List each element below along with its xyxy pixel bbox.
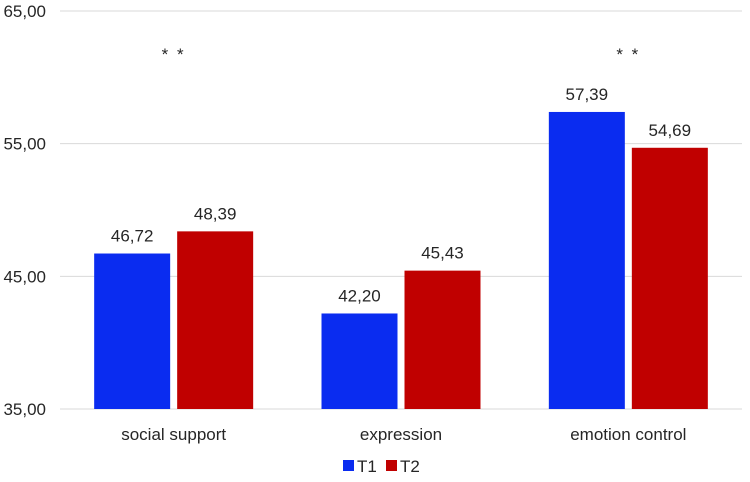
bar-t2 bbox=[631, 147, 708, 409]
data-label: 42,20 bbox=[338, 286, 381, 305]
bar-t1 bbox=[321, 313, 398, 409]
gridlines bbox=[60, 10, 742, 410]
legend: T1 T2 bbox=[343, 457, 420, 476]
y-axis-ticks: 35,00 45,00 55,00 65,00 bbox=[3, 2, 46, 419]
significance-marker: * * bbox=[162, 45, 186, 64]
category-label: emotion control bbox=[570, 425, 686, 444]
legend-label: T2 bbox=[400, 457, 420, 476]
data-label: 48,39 bbox=[194, 204, 237, 223]
bar-t2 bbox=[404, 270, 481, 409]
legend-swatch-t1 bbox=[343, 460, 354, 471]
bar-t1 bbox=[94, 253, 171, 409]
category-labels: social support expression emotion control bbox=[121, 425, 686, 444]
data-label: 46,72 bbox=[111, 227, 154, 246]
data-labels: 46,72 48,39 42,20 45,43 57,39 54,69 bbox=[111, 85, 691, 306]
category-label: expression bbox=[360, 425, 442, 444]
bar-t1 bbox=[548, 111, 625, 409]
data-label: 54,69 bbox=[649, 121, 692, 140]
y-tick-label: 35,00 bbox=[3, 400, 46, 419]
legend-swatch-t2 bbox=[386, 460, 397, 471]
data-label: 45,43 bbox=[421, 244, 464, 263]
bar-t2 bbox=[177, 231, 254, 409]
bars bbox=[94, 111, 708, 409]
y-tick-label: 65,00 bbox=[3, 2, 46, 21]
data-label: 57,39 bbox=[566, 85, 609, 104]
significance-marker: * * bbox=[616, 45, 640, 64]
legend-label: T1 bbox=[357, 457, 377, 476]
category-label: social support bbox=[121, 425, 226, 444]
y-tick-label: 55,00 bbox=[3, 135, 46, 154]
y-tick-label: 45,00 bbox=[3, 267, 46, 286]
significance-markers: * * * * bbox=[162, 45, 640, 64]
